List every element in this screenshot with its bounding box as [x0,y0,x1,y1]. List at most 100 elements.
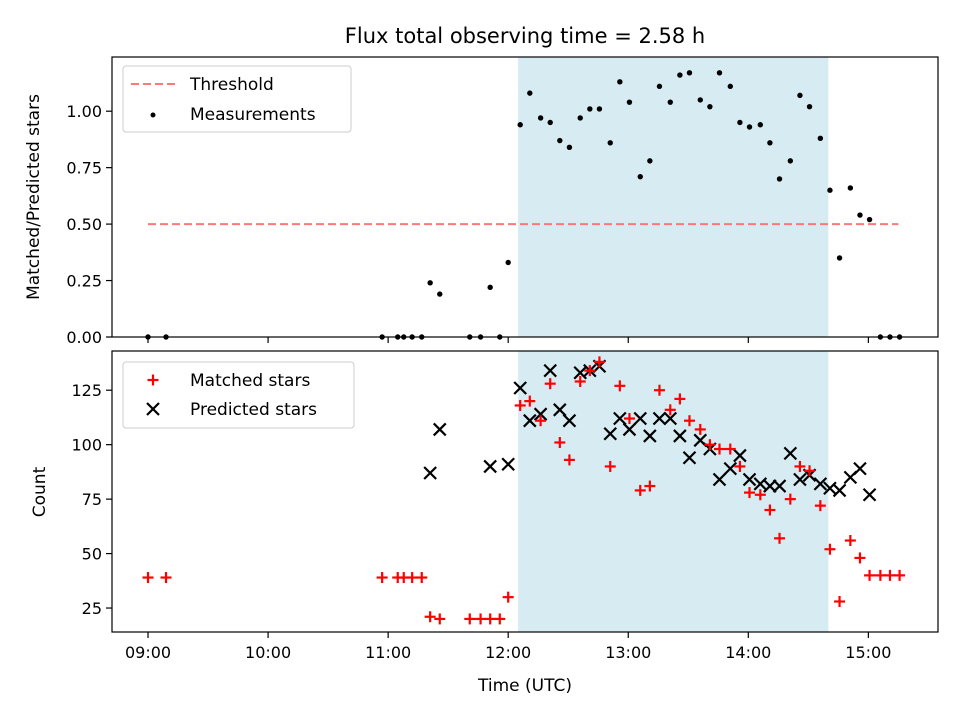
matched-point [694,423,706,435]
cross-stroke [622,422,637,437]
legend-measurement-swatch [150,112,156,118]
matched-point [484,613,496,625]
measurement-point [686,70,693,76]
matched-point [544,378,556,390]
matched-point [774,532,786,544]
predicted-point [613,411,627,426]
top-y-tick-label: 1.00 [66,102,102,121]
matched-point [524,395,536,407]
cross-stroke [513,381,527,395]
measurement-point [487,284,493,291]
matched-point [563,454,575,466]
cross-stroke [682,450,697,465]
cross-stroke [543,363,557,378]
matched-point [535,415,547,427]
bottom-y-tick-label: 75 [82,490,102,509]
measurement-point [427,280,433,286]
measurement-point [727,83,733,90]
cross-stroke [483,459,497,474]
matched-point [724,443,736,455]
bottom-plot-frame [111,350,939,633]
cross-stroke [652,411,667,426]
measurement-point [707,103,713,110]
matched-point [764,504,776,516]
matched-point [406,572,418,584]
measurement-point [557,137,563,144]
measurement-point [797,92,803,99]
matched-point [744,487,756,499]
matched-point [614,380,626,392]
cross-stroke [772,479,787,493]
matched-point [514,399,526,411]
measurement-point [656,83,663,90]
predicted-point [633,411,648,426]
matched-point [574,375,586,387]
cross-stroke [673,429,687,443]
cross-stroke [643,429,657,443]
predicted-point [652,411,667,426]
measurement-point [767,140,773,146]
matched-point [683,415,695,427]
predicted-point [793,472,807,487]
measurement-point [527,90,533,96]
measurement-point [617,79,623,85]
predicted-point [862,487,877,502]
matched-point [434,613,446,625]
bottom-panel: 25 50 75 100 125 09:00 10:00 11:00 12:00 13:00 14… [30,350,939,696]
matched-point [593,356,605,368]
matched-point [884,569,896,581]
bottom-y-tick-label: 50 [82,545,102,564]
predicted-point [562,413,577,428]
matched-point [864,569,876,581]
predicted-point [513,381,527,395]
predicted-point [603,426,618,441]
legend-predicted-swatch [146,402,160,416]
measurement-point [505,259,511,266]
predicted-point [712,472,727,487]
matched-point [784,493,796,505]
matched-point [160,572,172,584]
predicted-point [783,446,798,461]
x-tick-label: 10:00 [245,643,291,662]
cross-stroke [533,407,548,421]
measurement-point [667,99,673,105]
matched-point [754,489,766,501]
predicted-point [432,422,447,437]
measurement-point [607,140,613,146]
cross-stroke [633,411,648,426]
predicted-point [523,413,537,428]
cross-stroke [742,472,757,487]
measurement-point [836,255,843,261]
top-legend-box [122,65,352,133]
measurement-point [857,212,863,218]
predicted-point [742,472,757,487]
top-plot-frame [111,56,939,338]
matched-point [824,543,836,555]
top-x-ticks [147,337,869,343]
measurement-point [757,122,764,128]
legend-predicted-label: Predicted stars [190,400,317,420]
matched-point [494,613,506,625]
bottom-y-tick-label: 25 [82,599,102,618]
measurement-point [787,158,794,164]
matched-point [704,439,716,451]
predicted-point [423,466,437,480]
measurement-point [577,115,583,121]
matched-point [653,384,665,396]
bottom-y-axis-label: Count [30,466,50,517]
matched-point [674,393,686,405]
top-y-tick-label: 0.25 [66,272,102,291]
matched-point [623,413,635,425]
cross-stroke [712,472,727,487]
predicted-point [483,459,497,474]
measurement-point [746,124,753,130]
legend-plus [147,374,159,386]
matched-point [475,613,487,625]
cross-stroke [723,461,738,476]
cross-stroke [763,479,777,493]
matched-point [416,572,428,584]
matched-point [464,613,476,625]
predicted-point [643,429,657,443]
legend-cross [146,402,160,416]
cross-stroke [603,426,618,441]
